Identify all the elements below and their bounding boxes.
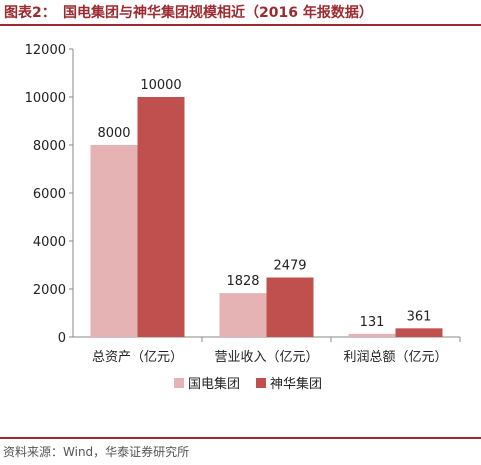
x-tick-label: 利润总额（亿元）: [343, 350, 447, 365]
figure-title: 国电集团与神华集团规模相近（2016 年报数据）: [63, 5, 373, 21]
x-tick-label: 营业收入（亿元）: [214, 350, 318, 365]
data-label: 8000: [97, 126, 130, 141]
source-label: 资料来源：: [3, 445, 64, 459]
y-tick-label: 10000: [25, 91, 66, 106]
x-tick-label: 总资产（亿元）: [92, 350, 183, 365]
figure-label: 图表2：: [4, 5, 56, 21]
data-label: 2479: [273, 259, 306, 274]
header-divider: [0, 24, 481, 26]
legend-label: 国电集团: [188, 376, 240, 392]
legend-label: 神华集团: [270, 376, 322, 392]
bar: [137, 97, 185, 337]
y-tick-label: 2000: [33, 283, 66, 298]
bar: [219, 293, 267, 337]
legend-swatch: [256, 378, 266, 388]
y-tick-label: 6000: [33, 187, 66, 202]
bar: [90, 145, 138, 337]
y-tick-label: 8000: [33, 139, 66, 154]
y-tick-label: 12000: [25, 43, 66, 58]
data-label: 361: [407, 309, 432, 324]
y-tick-label: 4000: [33, 235, 66, 250]
source-text: Wind，华泰证券研究所: [63, 445, 190, 459]
bar: [348, 333, 396, 337]
data-label: 10000: [140, 78, 181, 93]
bar: [266, 277, 314, 337]
bar: [395, 328, 443, 337]
source-note: 资料来源：Wind，华泰证券研究所: [3, 443, 189, 460]
y-tick-label: 0: [58, 331, 66, 346]
data-label: 1828: [226, 274, 259, 289]
footer-divider: [0, 437, 481, 439]
figure-header: 图表2： 国电集团与神华集团规模相近（2016 年报数据）: [0, 0, 481, 24]
data-label: 131: [360, 315, 385, 330]
legend-swatch: [174, 378, 184, 388]
